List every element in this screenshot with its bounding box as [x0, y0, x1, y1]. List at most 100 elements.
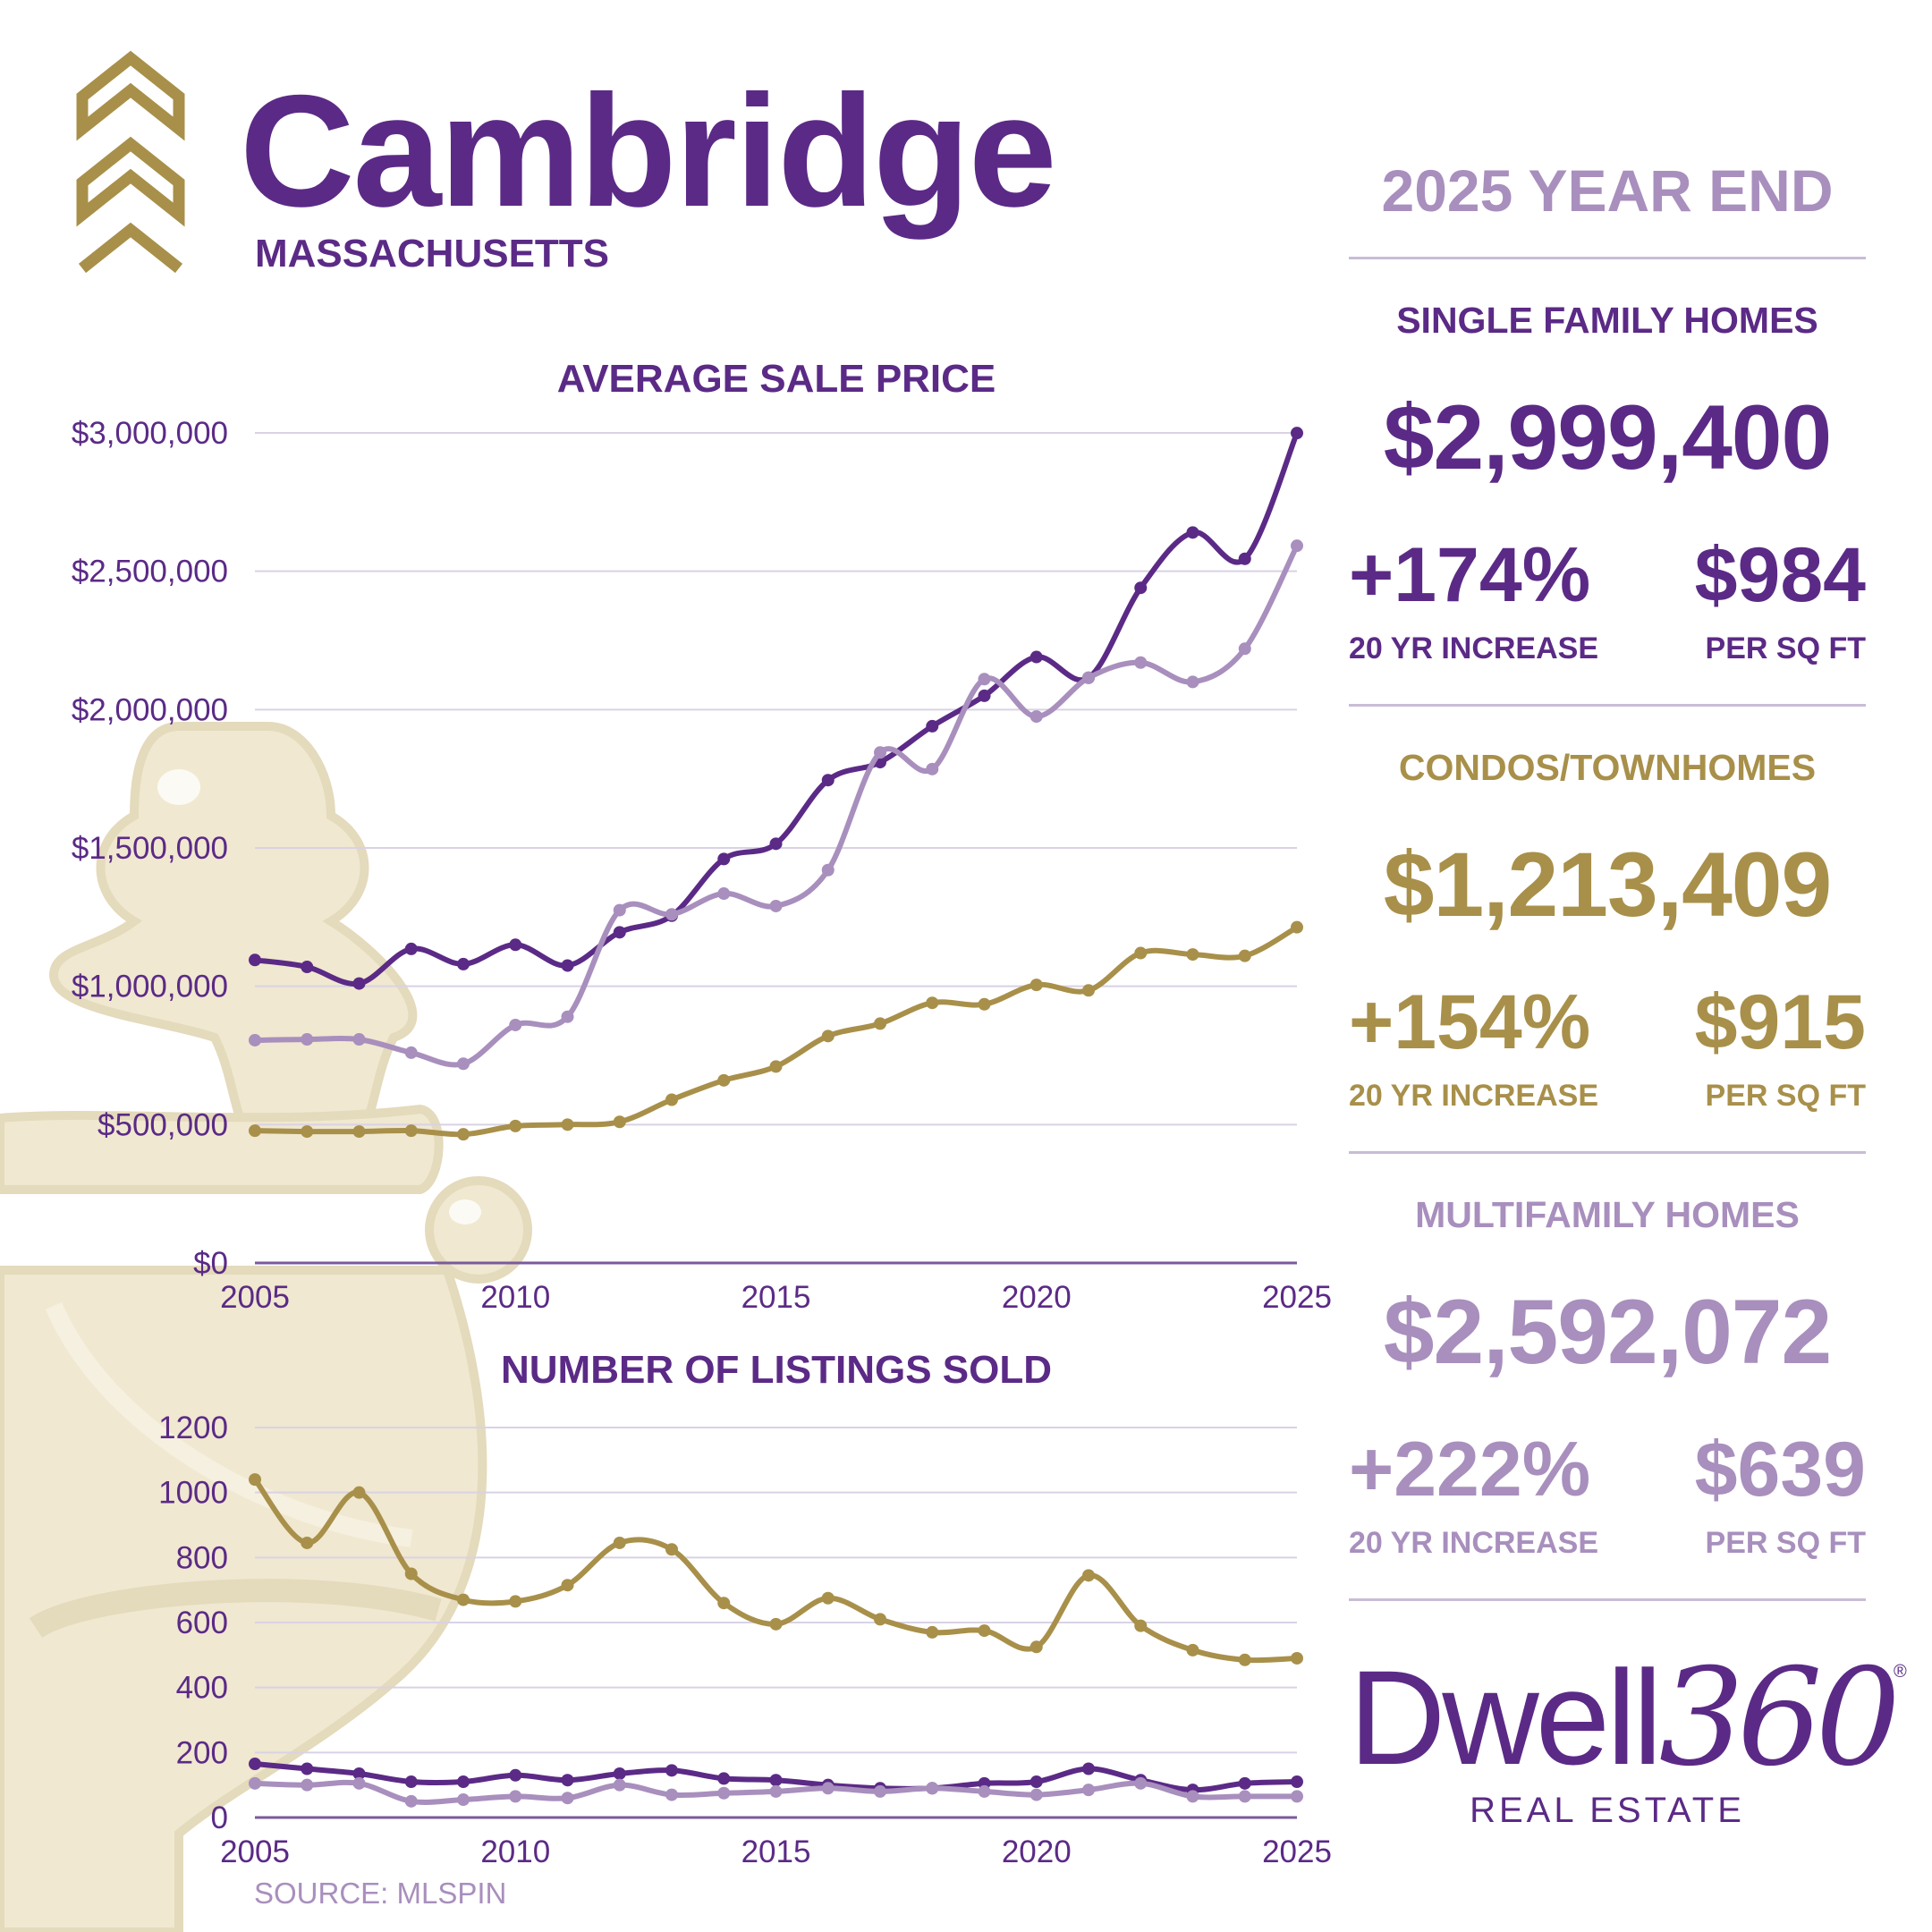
data-point-single_family — [457, 957, 470, 970]
data-point-condo — [1238, 1653, 1251, 1666]
data-point-single_family — [561, 959, 574, 972]
y-tick-label: $2,000,000 — [72, 692, 228, 727]
y-tick-label: 1000 — [158, 1476, 228, 1511]
data-point-condo — [926, 996, 939, 1010]
data-point-single_family — [926, 719, 939, 733]
y-tick-label: 400 — [176, 1671, 228, 1706]
per-sqft-label: PER SQ FT — [1705, 1079, 1866, 1113]
data-point-multifamily — [249, 1776, 261, 1790]
data-point-multifamily — [352, 1776, 366, 1790]
data-point-condo — [978, 997, 991, 1011]
section-title-condos: CONDOS/TOWNHOMES — [1398, 747, 1817, 788]
data-point-condo — [874, 1017, 886, 1030]
source-note: SOURCE: MLSPIN — [254, 1877, 507, 1910]
data-point-multifamily — [874, 746, 886, 759]
data-point-multifamily — [717, 887, 731, 901]
data-point-condo — [821, 1030, 835, 1043]
data-point-multifamily — [352, 1033, 366, 1046]
brand-name: Dwell — [1349, 1642, 1663, 1792]
data-point-single_family — [769, 1774, 783, 1787]
brand-number: 360 — [1658, 1640, 1901, 1796]
data-point-single_family — [717, 852, 731, 866]
data-point-multifamily — [1030, 710, 1043, 724]
data-point-multifamily — [1082, 671, 1095, 684]
data-point-condo — [509, 1119, 522, 1132]
x-tick-label: 2005 — [220, 1835, 290, 1869]
divider — [1349, 1598, 1866, 1601]
increase-label: 20 YR INCREASE — [1349, 631, 1599, 665]
data-point-multifamily — [457, 1057, 470, 1071]
brand-wordmark: Dwell360® — [1349, 1650, 1907, 1785]
data-point-multifamily — [1030, 1788, 1043, 1801]
y-tick-label: $1,500,000 — [72, 831, 228, 866]
data-point-single_family — [301, 1762, 314, 1775]
data-point-multifamily — [926, 762, 939, 775]
data-point-single_family — [457, 1775, 470, 1789]
data-point-condo — [249, 1124, 261, 1138]
data-point-multifamily — [717, 1786, 731, 1800]
data-point-condo — [769, 1617, 783, 1631]
price-chart-title: AVERAGE SALE PRICE — [556, 357, 996, 401]
data-point-multifamily — [821, 863, 835, 877]
data-point-condo — [717, 1073, 731, 1087]
data-point-condo — [874, 1613, 886, 1626]
data-point-multifamily — [404, 1794, 418, 1808]
data-point-multifamily — [1291, 539, 1303, 553]
data-point-single_family — [1291, 427, 1303, 440]
data-point-multifamily — [561, 1010, 574, 1023]
avg-price-condos: $1,213,409 — [1383, 834, 1833, 936]
data-point-single_family — [404, 942, 418, 955]
data-point-multifamily — [1291, 1790, 1303, 1803]
brand-logo: Dwell360® REAL ESTATE — [1349, 1650, 1907, 1831]
data-point-condo — [821, 1591, 835, 1605]
data-point-multifamily — [404, 1046, 418, 1059]
section-title-single-family: SINGLE FAMILY HOMES — [1396, 300, 1818, 341]
data-point-single_family — [613, 1767, 626, 1780]
data-point-multifamily — [1186, 675, 1199, 689]
city-title: Cambridge — [240, 62, 1057, 240]
data-point-condo — [352, 1125, 366, 1139]
data-point-multifamily — [1134, 1776, 1148, 1790]
data-point-condo — [769, 1060, 783, 1073]
y-tick-label: 800 — [176, 1540, 228, 1575]
data-point-condo — [404, 1124, 418, 1138]
per-sqft-value: $915 — [1694, 979, 1866, 1065]
data-point-condo — [1134, 1619, 1148, 1632]
data-point-single_family — [352, 977, 366, 990]
data-point-multifamily — [1186, 1790, 1199, 1803]
data-point-single_family — [1186, 526, 1199, 539]
data-point-multifamily — [665, 1788, 678, 1801]
data-point-condo — [561, 1579, 574, 1592]
y-tick-label: $1,000,000 — [72, 970, 228, 1004]
data-point-single_family — [352, 1767, 366, 1780]
data-point-single_family — [665, 1764, 678, 1777]
data-point-single_family — [821, 774, 835, 787]
brand-tagline: REAL ESTATE — [1470, 1791, 1745, 1830]
data-point-multifamily — [1238, 642, 1251, 656]
data-point-condo — [1082, 1569, 1095, 1582]
divider — [1349, 257, 1866, 259]
data-point-condo — [926, 1625, 939, 1639]
increase-label: 20 YR INCREASE — [1349, 1526, 1599, 1560]
y-tick-label: 1200 — [158, 1411, 228, 1445]
data-point-multifamily — [457, 1793, 470, 1807]
per-sqft-value: $639 — [1694, 1427, 1866, 1513]
y-tick-label: $2,500,000 — [72, 555, 228, 589]
per-sqft-label: PER SQ FT — [1705, 1526, 1866, 1560]
listings-chart-title: NUMBER OF LISTINGS SOLD — [501, 1348, 1052, 1392]
period-title: 2025 YEAR END — [1381, 157, 1834, 224]
data-point-single_family — [301, 961, 314, 974]
section-title-multifamily: MULTIFAMILY HOMES — [1415, 1194, 1800, 1235]
data-point-single_family — [1030, 650, 1043, 664]
chevrons-icon — [76, 50, 185, 274]
data-point-condo — [1238, 949, 1251, 962]
data-point-condo — [1186, 1643, 1199, 1657]
data-point-condo — [1291, 920, 1303, 934]
data-point-multifamily — [509, 1790, 522, 1803]
data-point-condo — [717, 1597, 731, 1610]
y-tick-label: $0 — [193, 1246, 228, 1281]
data-point-condo — [613, 1115, 626, 1129]
x-tick-label: 2010 — [480, 1835, 550, 1869]
y-tick-label: 200 — [176, 1735, 228, 1770]
data-point-multifamily — [874, 1784, 886, 1798]
